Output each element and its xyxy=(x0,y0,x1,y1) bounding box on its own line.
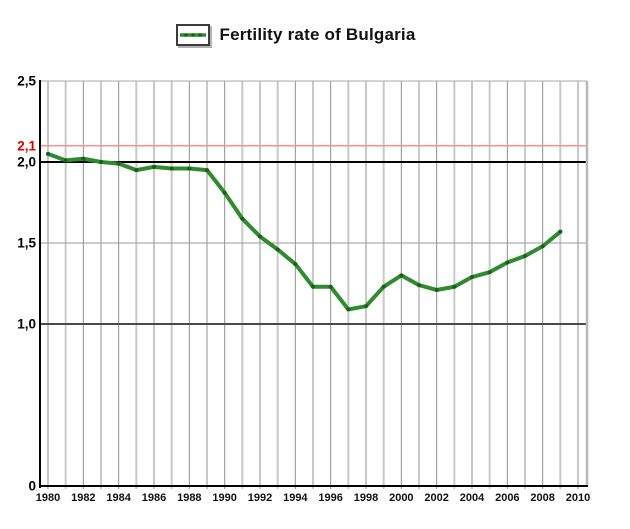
data-point-marker xyxy=(205,168,209,173)
data-point-marker xyxy=(222,190,227,195)
data-point-marker xyxy=(381,284,386,289)
data-point-marker xyxy=(434,287,439,292)
y-tick-label: 1,0 xyxy=(17,317,36,332)
x-tick-label: 1992 xyxy=(248,492,272,504)
x-tick-label: 2004 xyxy=(460,492,485,504)
data-point-marker xyxy=(240,216,245,221)
data-point-marker xyxy=(452,284,457,289)
data-point-marker xyxy=(487,270,492,275)
x-tick-label: 1986 xyxy=(142,492,166,504)
fertility-line xyxy=(46,151,563,312)
chart-title: Fertility rate of Bulgaria xyxy=(219,25,416,44)
legend-line-icon xyxy=(180,33,207,37)
y-tick-label: 2,0 xyxy=(17,155,36,170)
data-point-marker xyxy=(293,262,298,267)
x-tick-label: 2002 xyxy=(424,492,448,504)
data-point-marker xyxy=(63,158,68,163)
x-tick-label: 2000 xyxy=(389,492,413,504)
y-tick-label: 2,5 xyxy=(17,74,36,89)
y-tick-label: 1,5 xyxy=(17,236,36,251)
data-point-marker xyxy=(558,229,563,234)
data-point-marker xyxy=(169,166,174,171)
x-tick-label: 1990 xyxy=(212,492,236,504)
data-point-marker xyxy=(275,247,280,252)
data-point-marker xyxy=(523,253,527,258)
x-tick-label: 1998 xyxy=(354,492,378,504)
data-point-marker xyxy=(311,284,315,289)
legend-swatch xyxy=(176,24,211,46)
data-point-marker xyxy=(134,168,139,173)
x-tick-label: 2008 xyxy=(530,492,554,504)
x-tick-label: 1984 xyxy=(106,492,131,504)
data-point-marker xyxy=(328,284,333,289)
x-tick-label: 2010 xyxy=(566,492,590,504)
data-point-marker xyxy=(258,234,262,239)
data-point-marker xyxy=(540,244,545,249)
x-tick-label: 1988 xyxy=(177,492,201,504)
data-point-marker xyxy=(346,307,351,312)
x-tick-label: 1982 xyxy=(71,492,95,504)
x-tick-label: 1996 xyxy=(318,492,342,504)
y-tick-label: 2,1 xyxy=(17,138,36,153)
data-point-marker xyxy=(46,151,50,156)
x-tick-label: 1994 xyxy=(283,492,308,504)
data-point-marker xyxy=(417,283,421,288)
data-point-marker xyxy=(81,156,86,161)
data-point-marker xyxy=(364,304,368,309)
data-point-marker xyxy=(470,275,474,280)
data-point-marker xyxy=(99,160,103,164)
legend: Fertility rate of Bulgaria xyxy=(0,24,630,46)
data-point-marker xyxy=(399,273,404,278)
data-point-marker xyxy=(152,164,156,169)
x-tick-label: 1980 xyxy=(36,492,60,504)
data-point-marker xyxy=(505,260,510,265)
data-point-marker xyxy=(187,166,192,171)
y-tick-label: 0 xyxy=(28,479,36,494)
x-tick-label: 2006 xyxy=(495,492,519,504)
data-point-marker xyxy=(116,161,121,166)
